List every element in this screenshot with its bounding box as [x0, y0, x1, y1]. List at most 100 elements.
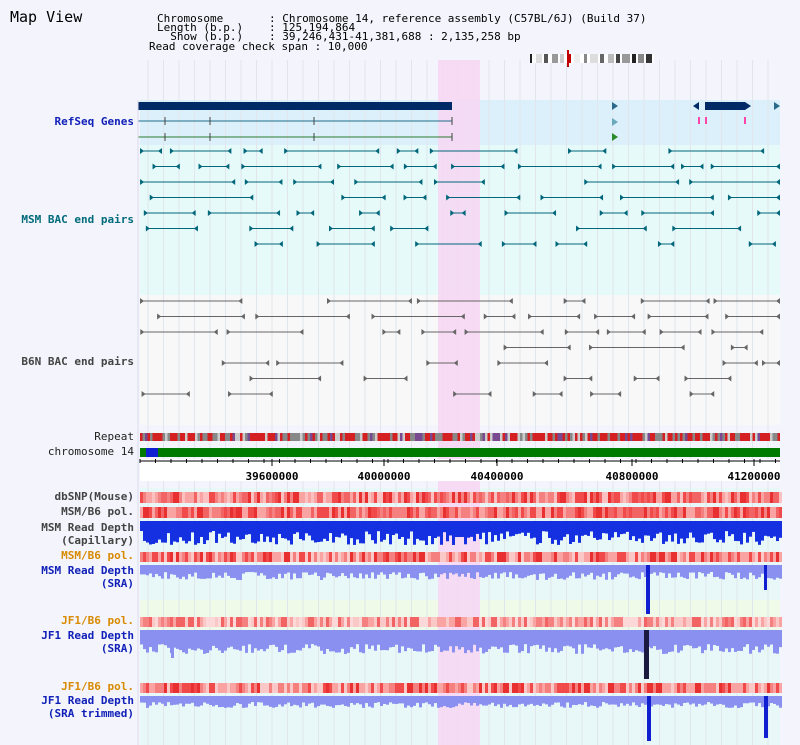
msm-sra-depth-bar — [704, 565, 707, 577]
msm-sra-depth-bar — [521, 565, 524, 579]
jf1-pol2-cell — [308, 683, 311, 693]
jf1-pol-cell — [623, 617, 626, 627]
msm-pol2-cell — [719, 552, 722, 562]
msm-bac-end-icon — [329, 179, 334, 185]
gene-exon — [698, 117, 700, 124]
msm-capillary-depth-bar — [701, 521, 704, 543]
jf1-trimmed-depth-bar — [500, 696, 503, 708]
jf1-pol2-cell — [428, 683, 431, 693]
dbsnp-cell — [350, 492, 353, 503]
jf1-trimmed-depth-bar — [473, 696, 476, 703]
repeat-element — [677, 433, 680, 441]
dbsnp-cell — [740, 492, 743, 503]
dbsnp-cell — [635, 492, 638, 503]
track-label-msm-depth-capillary[interactable]: MSM Read Depth — [41, 521, 134, 534]
jf1-pol2-cell — [284, 683, 287, 693]
msm-pol2-cell — [263, 552, 266, 562]
axis-bg — [140, 459, 780, 481]
msm-pol-cell — [497, 507, 500, 518]
jf1-sra-depth-bar — [380, 630, 383, 651]
jf1-trimmed-depth-bar — [218, 696, 221, 708]
msm-capillary-depth-bar — [464, 521, 467, 545]
msm-sra-depth-bar — [290, 565, 293, 580]
msm-bac-end-icon — [620, 194, 625, 201]
jf1-trimmed-depth-bar — [539, 696, 542, 706]
jf1-sra-depth-bar — [392, 630, 395, 647]
repeat-element — [290, 433, 293, 441]
track-label-b6n-bac[interactable]: B6N BAC end pairs — [21, 355, 134, 368]
track-label-refseq-genes[interactable]: RefSeq Genes — [54, 115, 134, 128]
jf1-sra-depth-bar — [779, 630, 782, 648]
jf1-sra-depth-bar — [548, 630, 551, 648]
msm-sra-depth-bar — [743, 565, 746, 578]
repeat-element — [777, 433, 780, 441]
jf1-pol2-cell — [656, 683, 659, 693]
jf1-trimmed-depth-bar — [380, 696, 383, 707]
msm-bac-end-icon — [599, 210, 604, 216]
msm-sra-depth-bar — [587, 565, 590, 575]
jf1-pol-cell — [170, 617, 173, 627]
msm-pol-cell — [548, 507, 551, 518]
repeat-element — [445, 433, 448, 441]
msm-capillary-depth-bar — [542, 521, 545, 532]
jf1-sra-depth-bar — [326, 630, 329, 649]
track-label-jf1-depth-sub[interactable]: (SRA) — [100, 642, 134, 655]
track-label-jf1-depth-trimmed[interactable]: JF1 Read Depth — [41, 694, 134, 707]
track-label-msm-depth-capillary-sub[interactable]: (Capillary) — [61, 534, 134, 547]
track-label-msm-depth-sra-sub[interactable]: (SRA) — [100, 577, 134, 590]
b6n-bac-end-icon — [655, 375, 660, 382]
msm-pol2-cell — [575, 552, 578, 562]
b6n-bac-end-icon — [595, 329, 600, 335]
track-label-msm-pol[interactable]: MSM/B6 pol. — [61, 505, 134, 518]
dbsnp-cell — [293, 492, 296, 503]
msm-pol-cell — [569, 507, 572, 518]
dbsnp-cell — [401, 492, 404, 503]
track-label-msm-pol-2[interactable]: MSM/B6 pol. — [61, 549, 134, 562]
msm-pol2-cell — [152, 552, 155, 562]
msm-capillary-depth-bar — [329, 521, 332, 534]
jf1-sra-depth-bar — [770, 630, 773, 645]
jf1-pol2-cell — [653, 683, 656, 693]
dbsnp-cell — [488, 492, 491, 503]
msm-bac-end-icon — [341, 194, 346, 201]
dbsnp-cell — [395, 492, 398, 503]
jf1-sra-depth-bar — [632, 630, 635, 653]
msm-pol2-cell — [221, 552, 224, 562]
jf1-pol-cell — [524, 617, 527, 627]
repeat-element — [732, 433, 735, 441]
msm-capillary-depth-bar — [455, 521, 458, 538]
repeat-element — [715, 433, 718, 441]
msm-pol-cell — [161, 507, 164, 518]
track-label-jf1-depth-trimmed-sub[interactable]: (SRA trimmed) — [47, 707, 134, 720]
track-label-repeat[interactable]: Repeat — [94, 430, 134, 443]
track-label-jf1-pol-2[interactable]: JF1/B6 pol. — [61, 680, 134, 693]
jf1-pol2-cell — [509, 683, 512, 693]
track-label-jf1-pol[interactable]: JF1/B6 pol. — [61, 614, 134, 627]
msm-capillary-depth-bar — [602, 521, 605, 534]
jf1-trimmed-depth-bar — [323, 696, 326, 705]
jf1-pol2-cell — [623, 683, 626, 693]
msm-pol2-cell — [185, 552, 188, 562]
track-label-chromosome[interactable]: chromosome 14 — [47, 445, 134, 458]
msm-sra-depth-bar — [506, 565, 509, 578]
dbsnp-cell — [671, 492, 674, 503]
jf1-pol-cell — [437, 617, 440, 627]
track-label-dbsnp[interactable]: dbSNP(Mouse) — [54, 490, 134, 503]
msm-pol2-cell — [710, 552, 713, 562]
track-label-msm-depth-sra[interactable]: MSM Read Depth — [41, 564, 134, 577]
msm-pol-cell — [269, 507, 272, 518]
jf1-trimmed-depth-bar — [308, 696, 311, 704]
jf1-trimmed-depth-bar — [668, 696, 671, 705]
msm-sra-depth-bar — [263, 565, 266, 576]
jf1-sra-depth-bar — [737, 630, 740, 651]
msm-pol-cell — [617, 507, 620, 518]
track-label-jf1-depth[interactable]: JF1 Read Depth — [41, 629, 134, 642]
jf1-sra-depth-bar — [596, 630, 599, 649]
jf1-pol2-cell — [143, 683, 146, 693]
msm-bac-end-icon — [289, 225, 294, 232]
track-label-msm-bac[interactable]: MSM BAC end pairs — [21, 213, 134, 226]
jf1-pol2-cell — [779, 683, 782, 693]
dbsnp-cell — [437, 492, 440, 503]
msm-pol2-cell — [467, 552, 470, 562]
